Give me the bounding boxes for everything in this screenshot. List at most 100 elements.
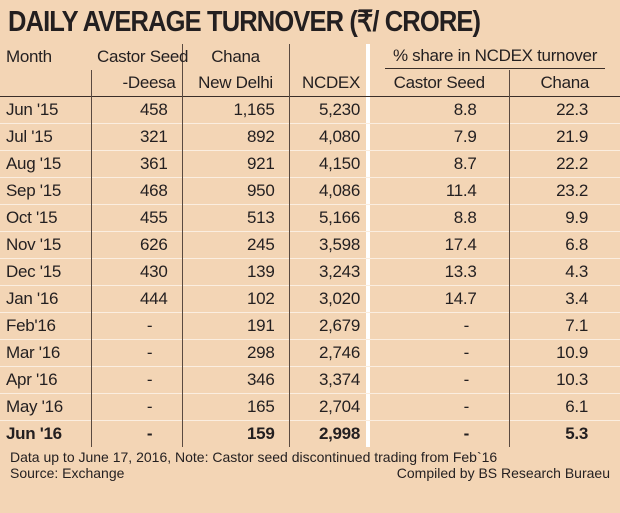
table-row: Jan '16 444 102 3,020 14.7 3.4 bbox=[0, 285, 620, 313]
cell-month: Dec '15 bbox=[0, 258, 91, 286]
cell-share-chana: 6.8 bbox=[508, 231, 620, 259]
footer-credit: Compiled by BS Research Buraeu bbox=[396, 465, 610, 481]
cell-share-chana: 4.3 bbox=[508, 258, 620, 286]
table-row: Aug '15 361 921 4,150 8.7 22.2 bbox=[0, 150, 620, 178]
cell-castor-deesa: - bbox=[90, 420, 182, 447]
turnover-table: Month Castor Seed Chana % share in NCDEX… bbox=[0, 44, 620, 447]
table-row: Apr '16-346 3,374-10.3 bbox=[0, 366, 620, 394]
cell-month: Apr '16 bbox=[0, 366, 91, 394]
cell-ncdex: 3,374 bbox=[288, 366, 366, 394]
cell-share-castor: - bbox=[370, 312, 509, 340]
cell-share-castor: - bbox=[370, 420, 509, 447]
cell-share-chana: 10.9 bbox=[508, 339, 620, 367]
footer-note: Data up to June 17, 2016, Note: Castor s… bbox=[10, 449, 498, 465]
cell-share-castor: - bbox=[370, 393, 509, 421]
cell-castor-deesa: - bbox=[90, 366, 182, 394]
cell-castor-deesa: 626 bbox=[90, 231, 182, 259]
cell-share-castor: 8.8 bbox=[370, 204, 509, 232]
cell-chana-newdelhi: 346 bbox=[181, 366, 289, 394]
header-share-castor: Castor Seed bbox=[393, 73, 486, 92]
cell-share-chana: 7.1 bbox=[508, 312, 620, 340]
table-row: Nov '15 626 245 3,598 17.4 6.8 bbox=[0, 231, 620, 259]
cell-share-castor: 17.4 bbox=[370, 231, 509, 259]
cell-chana-newdelhi: 159 bbox=[181, 420, 289, 447]
cell-share-chana: 22.3 bbox=[508, 96, 620, 124]
cell-month: Nov '15 bbox=[0, 231, 91, 259]
cell-chana-newdelhi: 245 bbox=[181, 231, 289, 259]
cell-castor-deesa: - bbox=[90, 393, 182, 421]
header-share-group: % share in NCDEX turnover bbox=[370, 44, 620, 70]
cell-ncdex: 5,230 bbox=[288, 96, 366, 124]
cell-share-chana: 5.3 bbox=[508, 420, 620, 447]
cell-ncdex: 3,243 bbox=[288, 258, 366, 286]
table-row: Mar '16-298 2,746-10.9 bbox=[0, 339, 620, 367]
cell-castor-deesa: 468 bbox=[90, 177, 182, 205]
header-row-2: -Deesa New Delhi NCDEX Castor Seed Chana bbox=[0, 70, 620, 97]
cell-share-chana: 23.2 bbox=[508, 177, 620, 205]
header-ncdex: NCDEX bbox=[288, 70, 366, 97]
header-row-1: Month Castor Seed Chana % share in NCDEX… bbox=[0, 44, 620, 70]
cell-castor-deesa: 455 bbox=[90, 204, 182, 232]
cell-ncdex: 5,166 bbox=[288, 204, 366, 232]
cell-share-castor: 11.4 bbox=[370, 177, 509, 205]
cell-month: Sep '15 bbox=[0, 177, 91, 205]
cell-month: Aug '15 bbox=[0, 150, 91, 178]
cell-chana-newdelhi: 950 bbox=[181, 177, 289, 205]
cell-castor-deesa: - bbox=[90, 339, 182, 367]
header-month: Month bbox=[6, 47, 52, 66]
cell-share-castor: - bbox=[370, 339, 509, 367]
table-row: Jul '15 321 892 4,080 7.9 21.9 bbox=[0, 123, 620, 151]
cell-chana-newdelhi: 892 bbox=[181, 123, 289, 151]
header-chana: Chana bbox=[181, 44, 289, 70]
cell-share-chana: 6.1 bbox=[508, 393, 620, 421]
cell-month: May '16 bbox=[0, 393, 91, 421]
cell-ncdex: 3,598 bbox=[288, 231, 366, 259]
cell-chana-newdelhi: 1,165 bbox=[181, 96, 289, 124]
chart-title: DAILY AVERAGE TURNOVER (₹/ CRORE) bbox=[8, 6, 481, 38]
cell-month: Jan '16 bbox=[0, 285, 91, 313]
header-castor: Castor Seed bbox=[97, 47, 189, 66]
table-row: May '16-165 2,704-6.1 bbox=[0, 393, 620, 421]
cell-share-castor: 7.9 bbox=[370, 123, 509, 151]
cell-share-chana: 9.9 bbox=[508, 204, 620, 232]
cell-chana-newdelhi: 165 bbox=[181, 393, 289, 421]
cell-castor-deesa: - bbox=[90, 312, 182, 340]
cell-ncdex: 4,086 bbox=[288, 177, 366, 205]
table-row: Dec '15 430 139 3,243 13.3 4.3 bbox=[0, 258, 620, 286]
cell-ncdex: 2,704 bbox=[288, 393, 366, 421]
cell-ncdex: 2,998 bbox=[288, 420, 366, 447]
cell-share-chana: 22.2 bbox=[508, 150, 620, 178]
table-row: Jun '16-159 2,998-5.3 bbox=[0, 420, 620, 447]
cell-share-castor: 8.7 bbox=[370, 150, 509, 178]
cell-ncdex: 2,746 bbox=[288, 339, 366, 367]
cell-castor-deesa: 321 bbox=[90, 123, 182, 151]
cell-share-chana: 10.3 bbox=[508, 366, 620, 394]
cell-castor-deesa: 430 bbox=[90, 258, 182, 286]
cell-month: Feb'16 bbox=[0, 312, 91, 340]
cell-month: Jul '15 bbox=[0, 123, 91, 151]
header-chana-newdelhi: New Delhi bbox=[181, 70, 289, 97]
cell-chana-newdelhi: 298 bbox=[181, 339, 289, 367]
table-row: Jun '15 458 1,165 5,230 8.8 22.3 bbox=[0, 96, 620, 124]
cell-share-castor: 8.8 bbox=[370, 96, 509, 124]
cell-month: Jun '15 bbox=[0, 96, 91, 124]
cell-ncdex: 3,020 bbox=[288, 285, 366, 313]
cell-share-castor: 14.7 bbox=[370, 285, 509, 313]
table-row: Sep '15 468 950 4,086 11.4 23.2 bbox=[0, 177, 620, 205]
footer-source: Source: Exchange bbox=[10, 465, 125, 481]
header-castor-deesa: -Deesa bbox=[90, 70, 182, 97]
cell-share-chana: 3.4 bbox=[508, 285, 620, 313]
cell-ncdex: 4,080 bbox=[288, 123, 366, 151]
cell-chana-newdelhi: 102 bbox=[181, 285, 289, 313]
header-share-chana: Chana bbox=[508, 70, 620, 97]
table-row: Feb'16-191 2,679-7.1 bbox=[0, 312, 620, 340]
cell-castor-deesa: 458 bbox=[90, 96, 182, 124]
cell-castor-deesa: 444 bbox=[90, 285, 182, 313]
cell-ncdex: 4,150 bbox=[288, 150, 366, 178]
cell-chana-newdelhi: 191 bbox=[181, 312, 289, 340]
cell-month: Mar '16 bbox=[0, 339, 91, 367]
cell-ncdex: 2,679 bbox=[288, 312, 366, 340]
cell-castor-deesa: 361 bbox=[90, 150, 182, 178]
cell-chana-newdelhi: 139 bbox=[181, 258, 289, 286]
footer: Data up to June 17, 2016, Note: Castor s… bbox=[10, 449, 610, 481]
